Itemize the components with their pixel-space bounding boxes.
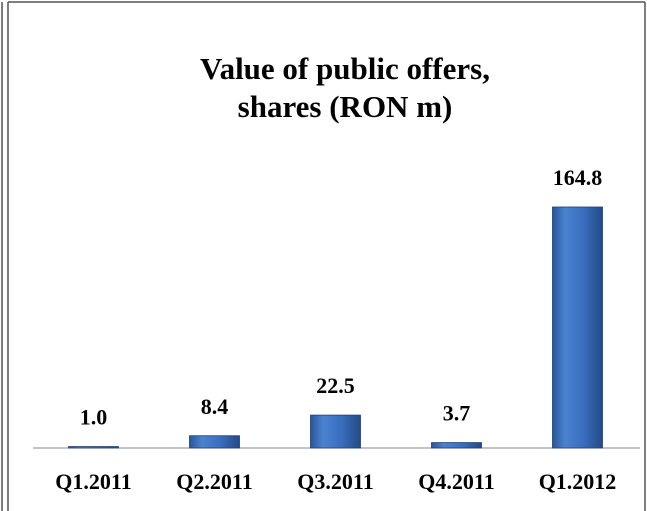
bar bbox=[431, 442, 482, 449]
x-tick-label: Q1.2011 bbox=[55, 469, 131, 494]
value-label: 3.7 bbox=[443, 401, 471, 426]
bar bbox=[189, 435, 240, 449]
value-label: 22.5 bbox=[316, 373, 355, 398]
bar bbox=[68, 446, 119, 449]
chart-title: shares (RON m) bbox=[238, 89, 453, 124]
x-tick-label: Q1.2012 bbox=[539, 469, 617, 494]
chart-title: Value of public offers, bbox=[200, 51, 490, 86]
bar bbox=[310, 414, 361, 449]
bar bbox=[552, 206, 603, 449]
value-label: 1.0 bbox=[80, 405, 108, 430]
x-tick-label: Q4.2011 bbox=[418, 469, 494, 494]
value-label: 164.8 bbox=[553, 165, 603, 190]
x-tick-label: Q2.2011 bbox=[176, 469, 252, 494]
value-label: 8.4 bbox=[201, 394, 229, 419]
x-tick-label: Q3.2011 bbox=[297, 469, 373, 494]
